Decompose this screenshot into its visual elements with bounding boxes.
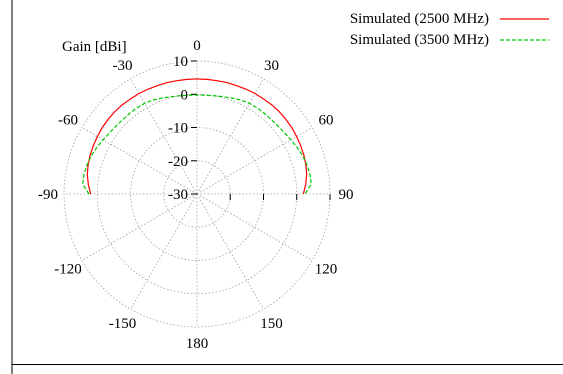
series-line-1 bbox=[82, 94, 312, 195]
angle-label: -120 bbox=[54, 262, 82, 278]
grid-spoke bbox=[196, 193, 313, 261]
angle-label: 90 bbox=[339, 187, 354, 203]
grid-spoke bbox=[81, 193, 198, 261]
grid-spoke bbox=[130, 193, 198, 310]
radial-tick-label: -10 bbox=[168, 121, 188, 137]
angle-label: -60 bbox=[58, 113, 78, 129]
radial-tick-label: 10 bbox=[173, 54, 188, 70]
radial-axis-label: Gain [dBi] bbox=[62, 39, 127, 55]
grid-spoke bbox=[196, 193, 264, 310]
legend: Simulated (2500 MHz) Simulated (3500 MHz… bbox=[350, 11, 549, 48]
legend-label-3500: Simulated (3500 MHz) bbox=[350, 32, 489, 48]
angle-label: -30 bbox=[113, 58, 133, 74]
legend-label-2500: Simulated (2500 MHz) bbox=[350, 11, 489, 27]
radial-ticks bbox=[191, 60, 331, 200]
series-layer bbox=[82, 78, 312, 195]
angle-label: 120 bbox=[315, 262, 338, 278]
angle-label: -150 bbox=[109, 316, 137, 332]
grid-spoke bbox=[196, 127, 313, 195]
angle-label: 0 bbox=[193, 38, 201, 54]
grid-spoke bbox=[130, 78, 198, 195]
radial-tick-label: -20 bbox=[168, 154, 188, 170]
series-line-0 bbox=[86, 78, 308, 195]
radial-tick-label: 0 bbox=[181, 87, 189, 103]
grid-spoke bbox=[81, 127, 198, 195]
angle-label: 150 bbox=[260, 316, 283, 332]
angle-label: 180 bbox=[186, 336, 209, 352]
angle-label: 30 bbox=[264, 58, 279, 74]
radial-tick-label: -30 bbox=[168, 187, 188, 203]
plot-frame bbox=[11, 0, 563, 374]
angle-label: -90 bbox=[38, 187, 58, 203]
angle-label: 60 bbox=[319, 113, 334, 129]
labels-layer: 10 0 -10 -20 -30 0 30 60 90 120 150 180 -150 -120 -90 -… bbox=[38, 38, 354, 352]
grid-spoke bbox=[196, 78, 264, 195]
